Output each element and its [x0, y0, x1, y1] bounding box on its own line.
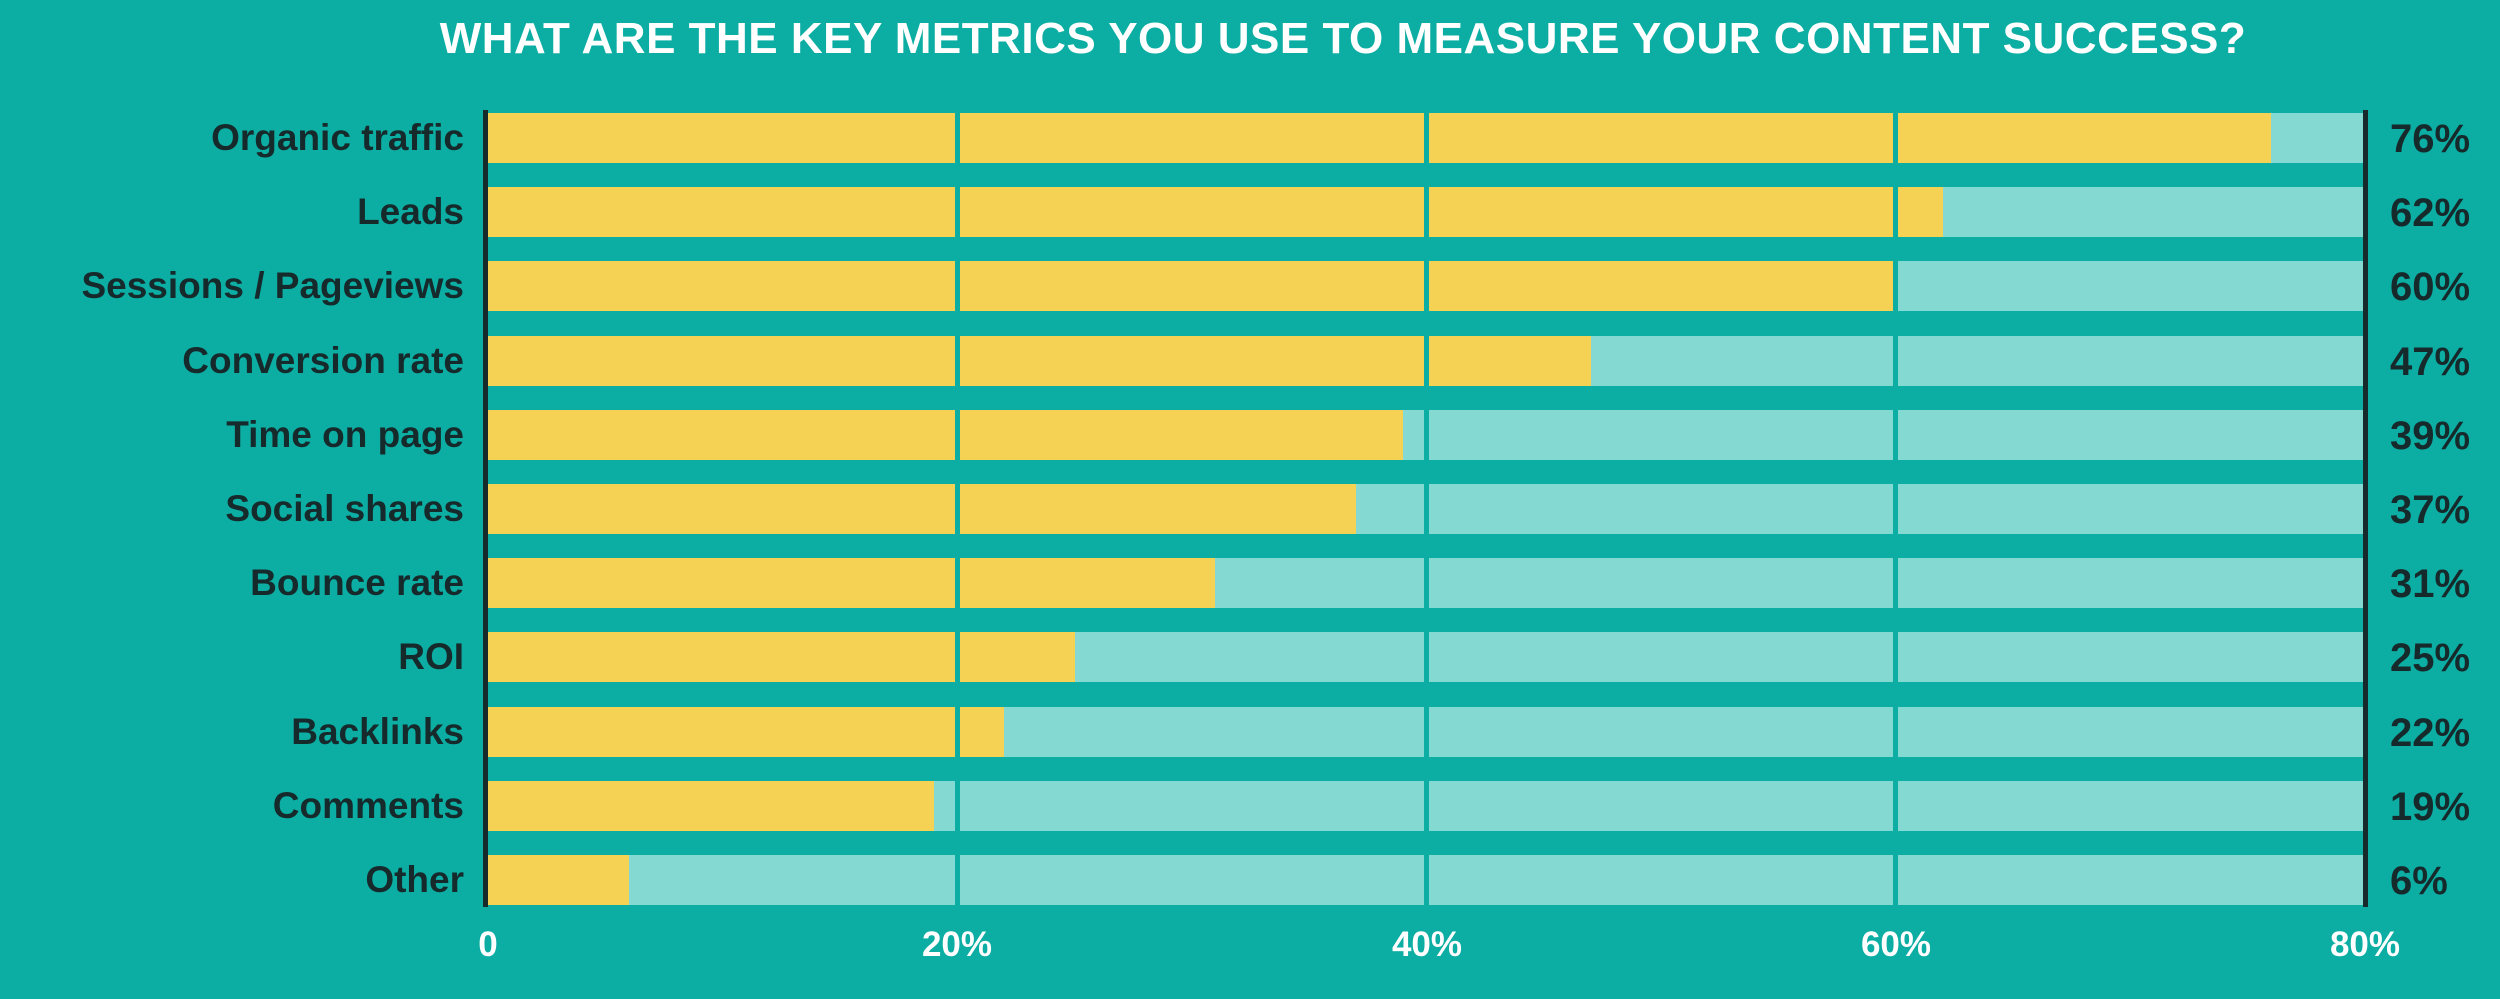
- bar-fill: [488, 855, 629, 905]
- bar-fill: [488, 113, 2272, 163]
- category-label: Bounce rate: [250, 562, 464, 603]
- gridline: [1424, 110, 1429, 907]
- bar-fill: [488, 261, 1896, 311]
- category-label: ROI: [398, 636, 464, 677]
- value-label: 25%: [2390, 636, 2471, 680]
- x-tick-label: 0: [478, 925, 498, 964]
- chart-title: WHAT ARE THE KEY METRICS YOU USE TO MEAS…: [439, 14, 2247, 63]
- bar-fill: [488, 336, 1591, 386]
- bar-fill: [488, 410, 1404, 460]
- category-label: Time on page: [226, 414, 464, 455]
- bar-fill: [488, 781, 934, 831]
- bar-fill: [488, 187, 1943, 237]
- x-tick-label: 20%: [921, 925, 993, 964]
- bar-fill: [488, 632, 1075, 682]
- value-label: 31%: [2390, 562, 2471, 606]
- value-label: 6%: [2390, 859, 2448, 903]
- category-label: Other: [365, 859, 464, 900]
- x-tick-label: 40%: [1391, 925, 1463, 964]
- value-label: 62%: [2390, 191, 2471, 235]
- x-tick-label: 60%: [1860, 925, 1932, 964]
- category-label: Backlinks: [291, 711, 464, 752]
- value-label: 76%: [2390, 117, 2471, 161]
- bar-fill: [488, 558, 1216, 608]
- value-label: 47%: [2390, 340, 2471, 384]
- bar-fill: [488, 707, 1005, 757]
- category-label: Social shares: [225, 488, 464, 529]
- category-label: Comments: [272, 785, 464, 826]
- y-axis-line: [483, 110, 488, 907]
- value-label: 19%: [2390, 785, 2471, 829]
- end-axis-line: [2363, 110, 2368, 907]
- value-label: 37%: [2390, 488, 2471, 532]
- category-label: Organic traffic: [211, 117, 464, 158]
- gridline: [1893, 110, 1898, 907]
- gridline: [955, 110, 960, 907]
- value-label: 22%: [2390, 711, 2471, 755]
- x-tick-label: 80%: [2329, 925, 2401, 964]
- category-label: Conversion rate: [182, 340, 464, 381]
- category-label: Leads: [357, 191, 464, 232]
- category-label: Sessions / Pageviews: [81, 265, 464, 306]
- bar-fill: [488, 484, 1357, 534]
- value-label: 60%: [2390, 265, 2471, 309]
- value-label: 39%: [2390, 414, 2471, 458]
